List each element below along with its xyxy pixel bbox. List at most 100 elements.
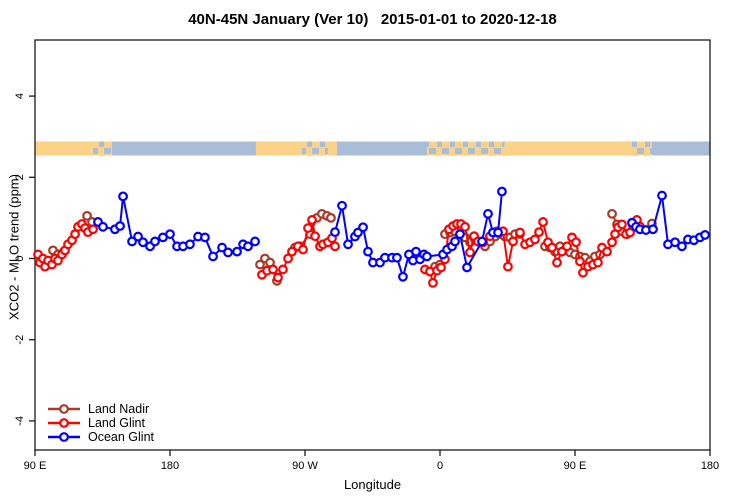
data-point <box>208 251 218 262</box>
data-point <box>330 227 340 238</box>
data-point <box>670 237 680 248</box>
data-point <box>337 200 347 211</box>
data-point <box>232 246 242 257</box>
data-point <box>562 241 572 252</box>
data-point <box>530 234 540 245</box>
y-tick-label: 2 <box>14 174 26 180</box>
legend-marker-icon <box>48 404 80 414</box>
data-point <box>497 186 507 197</box>
data-point <box>411 246 421 257</box>
data-point <box>330 241 340 252</box>
map-band-segment-coast <box>302 141 328 156</box>
data-point <box>578 267 588 278</box>
data-point <box>243 241 253 252</box>
map-band-segment-coast <box>426 141 505 156</box>
x-tick-label: 90 E <box>24 460 47 472</box>
data-point <box>255 259 265 270</box>
data-point <box>460 221 470 232</box>
data-point <box>358 222 368 233</box>
data-point <box>118 191 128 202</box>
data-point <box>273 272 283 283</box>
legend-item-land-glint: Land Glint <box>47 416 154 430</box>
data-point <box>607 237 617 248</box>
x-axis-label: Longitude <box>343 477 402 492</box>
plot-box <box>34 39 711 451</box>
data-point <box>398 271 408 282</box>
data-point <box>127 236 137 247</box>
x-tick-label: 0 <box>437 460 443 472</box>
y-tick-label: 0 <box>14 255 26 261</box>
data-point <box>138 237 148 248</box>
data-point <box>575 256 585 267</box>
data-point <box>607 208 617 219</box>
data-point <box>547 242 557 253</box>
data-point <box>515 227 525 238</box>
data-point <box>700 230 710 240</box>
data-point <box>185 239 195 250</box>
legend-label: Land Glint <box>88 416 145 430</box>
map-band-segment-land <box>327 141 337 156</box>
data-point <box>326 212 336 223</box>
data-point <box>217 242 227 253</box>
map-band-segment-land <box>255 141 302 156</box>
x-tick-label: 180 <box>701 460 719 472</box>
data-point <box>436 262 446 273</box>
legend-marker-icon <box>48 418 80 428</box>
data-point <box>617 219 627 230</box>
map-band-segment-ocean <box>651 141 710 156</box>
data-point <box>343 239 353 250</box>
map-band-segment-land <box>504 141 632 156</box>
series-ocean-glint <box>93 186 710 282</box>
legend: Land Nadir Land Glint Ocean Glint <box>47 402 154 444</box>
data-point <box>677 241 687 252</box>
map-band-segment-ocean <box>111 141 256 156</box>
data-point <box>462 262 472 273</box>
legend-item-ocean-glint: Ocean Glint <box>47 430 154 444</box>
data-point <box>392 252 402 263</box>
chart-title: 40N-45N January (Ver 10) 2015-01-01 to 2… <box>188 11 557 28</box>
data-point <box>283 253 293 264</box>
data-point <box>552 257 562 268</box>
data-point <box>602 246 612 257</box>
data-point <box>477 236 487 247</box>
data-point <box>223 247 233 258</box>
data-point <box>165 229 175 240</box>
legend-item-land-nadir: Land Nadir <box>47 402 154 416</box>
data-point <box>287 246 297 257</box>
x-tick-label: 180 <box>161 460 179 472</box>
map-band-segment-coast <box>632 141 652 156</box>
data-point <box>428 277 438 288</box>
data-point <box>657 190 667 201</box>
data-point <box>483 208 493 219</box>
legend-label: Land Nadir <box>88 402 150 416</box>
data-point <box>363 246 373 257</box>
y-tick-label: -2 <box>14 335 26 345</box>
series-land-glint <box>33 215 645 288</box>
map-band-segment-coast <box>93 141 112 156</box>
data-point <box>200 232 210 243</box>
data-point <box>88 224 98 235</box>
data-point <box>298 244 308 255</box>
data-point <box>278 264 288 275</box>
data-point <box>310 231 320 242</box>
data-point <box>98 221 108 232</box>
x-tick-label: 90 E <box>564 460 587 472</box>
data-point <box>538 217 548 227</box>
data-point <box>455 229 465 240</box>
legend-label: Ocean Glint <box>88 430 155 444</box>
y-tick-label: -4 <box>14 416 26 426</box>
x-tick-label: 90 W <box>292 460 318 472</box>
data-point <box>150 236 160 247</box>
data-point <box>115 221 125 231</box>
data-point <box>571 237 581 248</box>
data-point <box>250 236 260 247</box>
data-point <box>593 257 603 268</box>
map-band-segment-land <box>35 141 94 156</box>
y-tick-label: 4 <box>14 93 26 99</box>
data-point <box>465 247 475 258</box>
data-point <box>648 224 658 235</box>
data-point <box>268 264 278 275</box>
map-band-segment-ocean <box>336 141 427 156</box>
